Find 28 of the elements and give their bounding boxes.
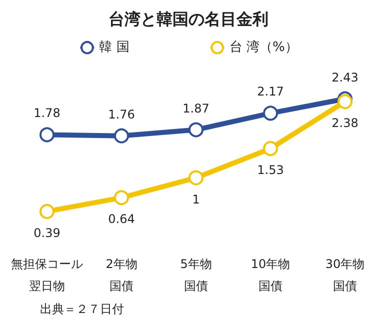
x-tick-label: 2年物国債 [106, 257, 138, 293]
x-tick-label: 無担保コール翌日物 [11, 257, 83, 293]
x-tick-label: 5年物国債 [180, 257, 212, 293]
data-label: 1.78 [34, 106, 60, 120]
data-label: 0.64 [108, 212, 135, 226]
chart-title: 台湾と韓国の名目金利 [108, 10, 268, 28]
point [40, 127, 54, 142]
point [114, 190, 129, 206]
x-tick-label: 30年物国債 [325, 257, 365, 293]
point [188, 170, 204, 186]
point [263, 141, 278, 156]
point [188, 122, 204, 138]
x-tick-label: 10年物国債 [250, 257, 290, 293]
data-label: 1 [192, 192, 200, 206]
data-label: 2.43 [332, 70, 358, 84]
data-label: 2.38 [332, 116, 358, 130]
data-label: 1.87 [182, 101, 210, 116]
point [338, 94, 352, 110]
legend-label: 台 湾（%） [229, 39, 298, 56]
point [40, 204, 54, 219]
data-label: 2.17 [257, 84, 284, 99]
point [263, 106, 278, 121]
data-label: 1.76 [108, 107, 135, 122]
legend-label: 韓 国 [99, 40, 130, 56]
source-note: 出典＝２７日付 [40, 302, 124, 316]
data-label: 1.53 [257, 163, 284, 178]
point [114, 128, 129, 144]
data-label: 0.39 [34, 226, 60, 240]
